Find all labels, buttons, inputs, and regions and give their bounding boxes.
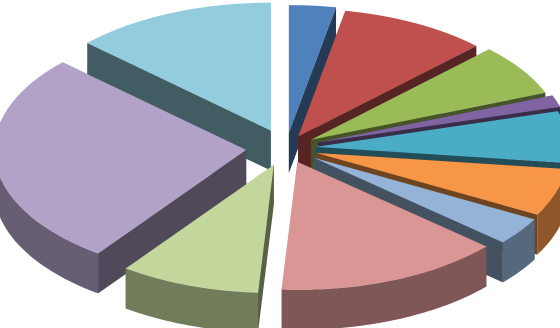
pie-chart-svg [0,0,560,328]
pie-chart [0,0,560,328]
